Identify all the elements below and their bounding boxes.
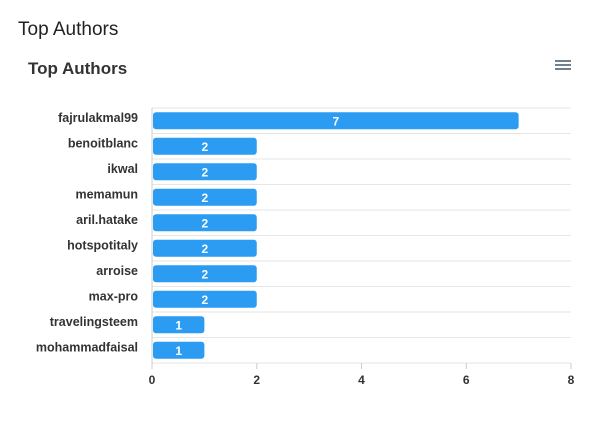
bar-mohammadfaisal [153, 341, 205, 359]
category-label: max-pro [89, 289, 139, 303]
x-tick-label: 8 [568, 373, 575, 387]
chart-title: Top Authors [28, 59, 128, 78]
data-label: 1 [175, 344, 182, 358]
x-tick-label: 0 [149, 373, 156, 387]
category-label: travelingsteem [50, 315, 138, 329]
x-tick-label: 2 [253, 373, 260, 387]
category-label: aril.hatake [76, 213, 138, 227]
data-label: 2 [202, 216, 209, 230]
category-label: memamun [75, 187, 138, 201]
data-label: 2 [202, 165, 209, 179]
data-label: 2 [202, 242, 209, 256]
category-label: arroise [96, 264, 138, 278]
category-label: mohammadfaisal [36, 340, 138, 354]
bar-hotspotitaly [153, 239, 257, 257]
category-label: ikwal [107, 162, 138, 176]
bar-fajrulakmal99 [153, 112, 519, 130]
page-heading: Top Authors [18, 19, 119, 40]
x-tick-label: 4 [358, 373, 365, 387]
bar-memamun [153, 188, 257, 206]
bar-travelingsteem [153, 316, 205, 334]
bar-aril.hatake [153, 214, 257, 232]
bar-benoitblanc [153, 137, 257, 155]
hamburger-menu-icon[interactable] [553, 58, 573, 74]
x-tick-label: 6 [463, 373, 470, 387]
bar-ikwal [153, 163, 257, 181]
data-label: 1 [175, 318, 182, 332]
bar-arroise [153, 265, 257, 283]
category-label: fajrulakmal99 [58, 111, 138, 125]
data-label: 7 [332, 114, 339, 128]
category-label: hotspotitaly [67, 238, 138, 252]
data-label: 2 [202, 191, 209, 205]
category-label: benoitblanc [68, 136, 138, 150]
data-label: 2 [202, 293, 209, 307]
bar-max-pro [153, 290, 257, 308]
data-label: 2 [202, 267, 209, 281]
data-label: 2 [202, 140, 209, 154]
